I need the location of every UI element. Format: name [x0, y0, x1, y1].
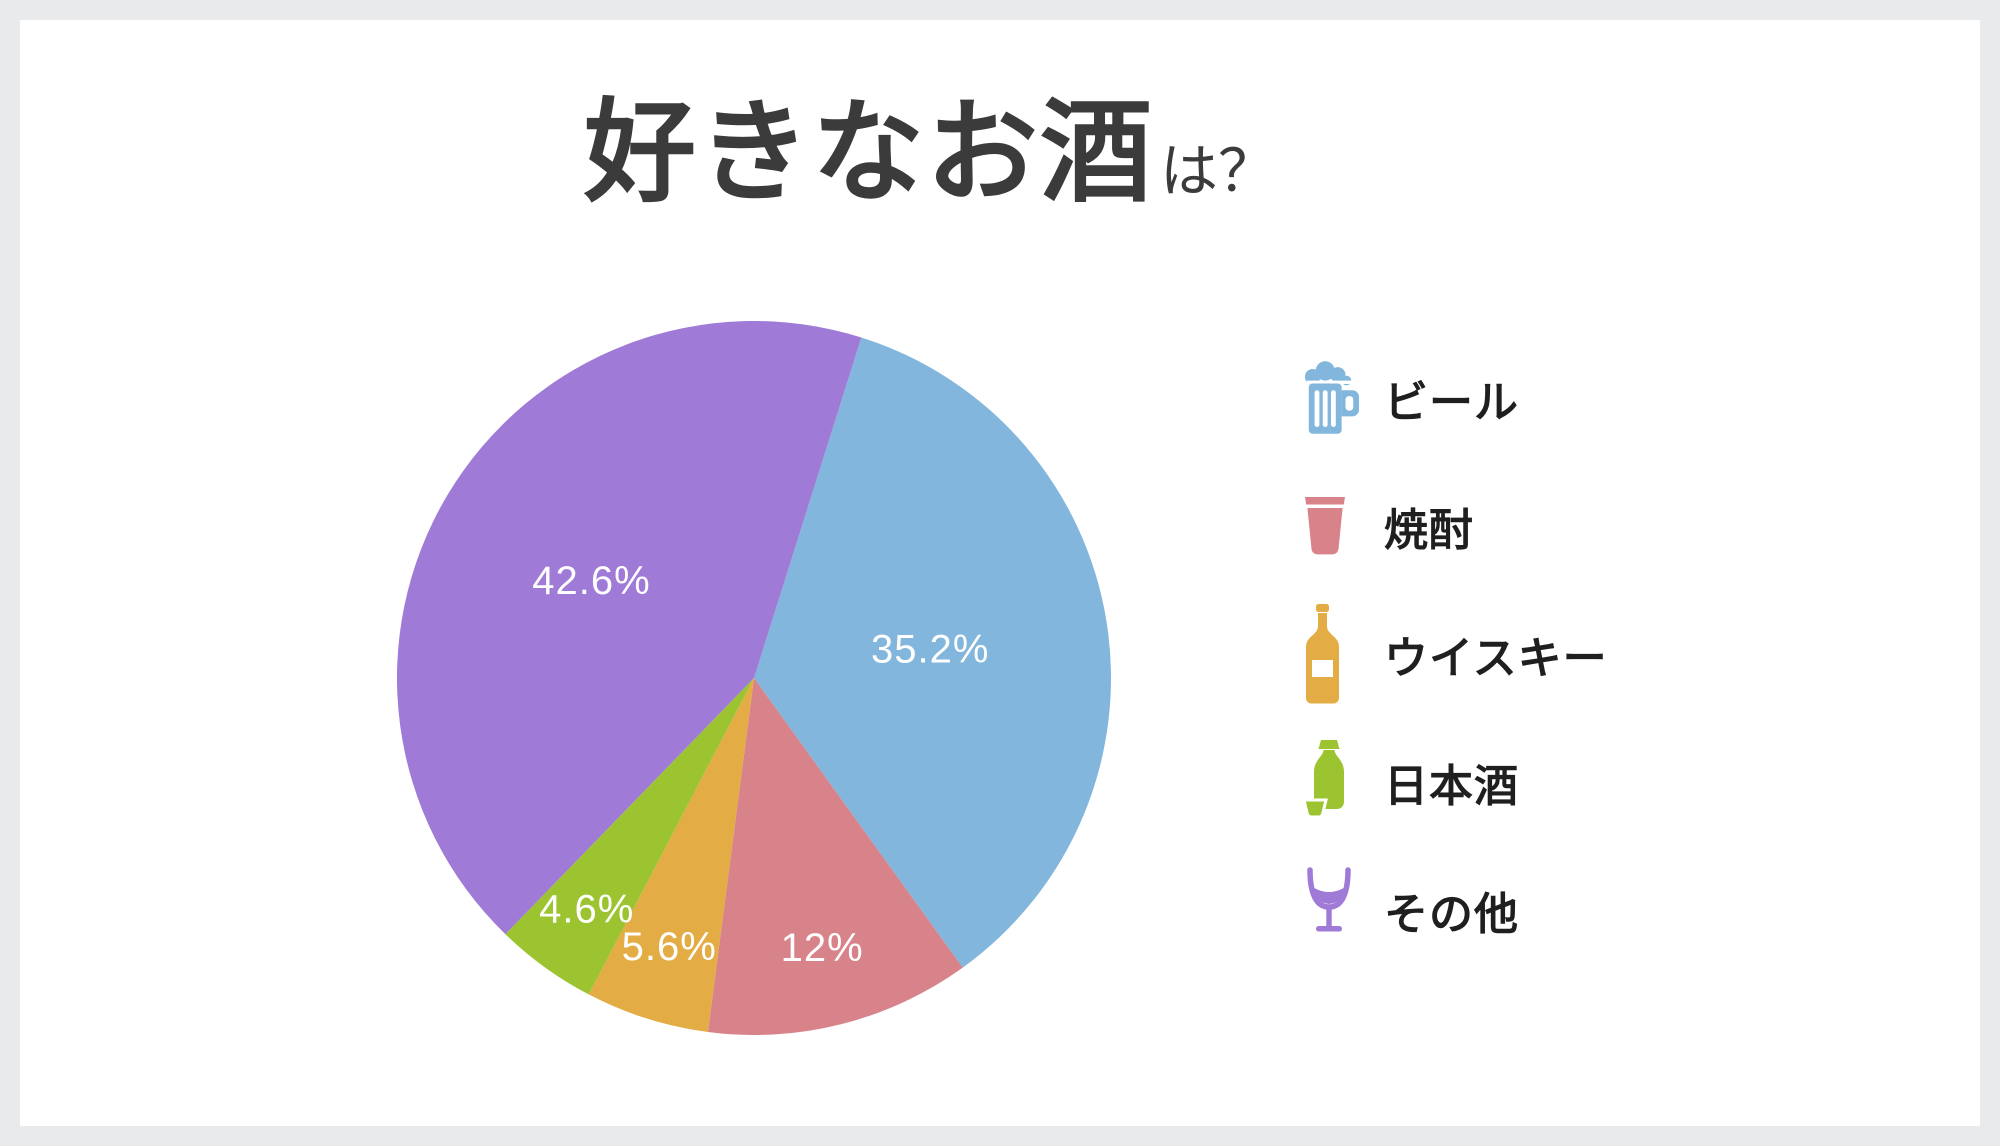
chart-card: 好きなお酒 は？ 35.2% 12% 5.6% 4.6% 42.6%: [20, 20, 1980, 1126]
beer-mug-icon: [1302, 359, 1362, 437]
wine-glass-icon: [1302, 866, 1362, 954]
legend-item-beer: ビール: [1302, 350, 1608, 446]
page-title: 好きなお酒 は？: [0, 94, 1910, 212]
pie-slice-shochu: [707, 678, 963, 1035]
pie-chart: 35.2% 12% 5.6% 4.6% 42.6%: [397, 321, 1111, 1035]
page-title-main: 好きなお酒: [583, 90, 1154, 215]
pie-slice-beer: [754, 337, 1111, 968]
legend-item-other: その他: [1302, 862, 1608, 958]
pie-slice-whiskey: [588, 678, 754, 1033]
sake-bottle-icon: [1302, 740, 1362, 824]
pie-chart-svg: 35.2% 12% 5.6%4.6% 42.6%: [397, 321, 1111, 1035]
shochu-glass-icon: [1302, 495, 1362, 557]
legend-label: ビール: [1384, 378, 1519, 427]
chart-legend: ビール 焼酎: [1302, 350, 1608, 958]
pie-slice-value-label: 35.2%: [871, 628, 989, 672]
pie-slice-value-label: 42.6%: [532, 559, 650, 603]
whiskey-bottle-icon: [1302, 604, 1362, 704]
pie-slice-value-label: 4.6%: [539, 888, 634, 932]
legend-item-whiskey: ウイスキー: [1302, 604, 1608, 704]
pie-slice-value-label: 5.6%: [622, 925, 717, 969]
legend-item-sake: 日本酒: [1302, 734, 1608, 830]
legend-label: その他: [1384, 890, 1519, 939]
legend-label: 焼酎: [1384, 506, 1474, 555]
pie-slice-other: [397, 321, 862, 935]
pie-slice-value-label: 12%: [781, 926, 864, 970]
legend-label: 日本酒: [1384, 762, 1519, 811]
page-title-suffix: は？: [1159, 139, 1276, 204]
legend-label: ウイスキー: [1384, 634, 1608, 683]
legend-item-shochu: 焼酎: [1302, 478, 1608, 574]
pie-slice-sake: [505, 678, 754, 995]
